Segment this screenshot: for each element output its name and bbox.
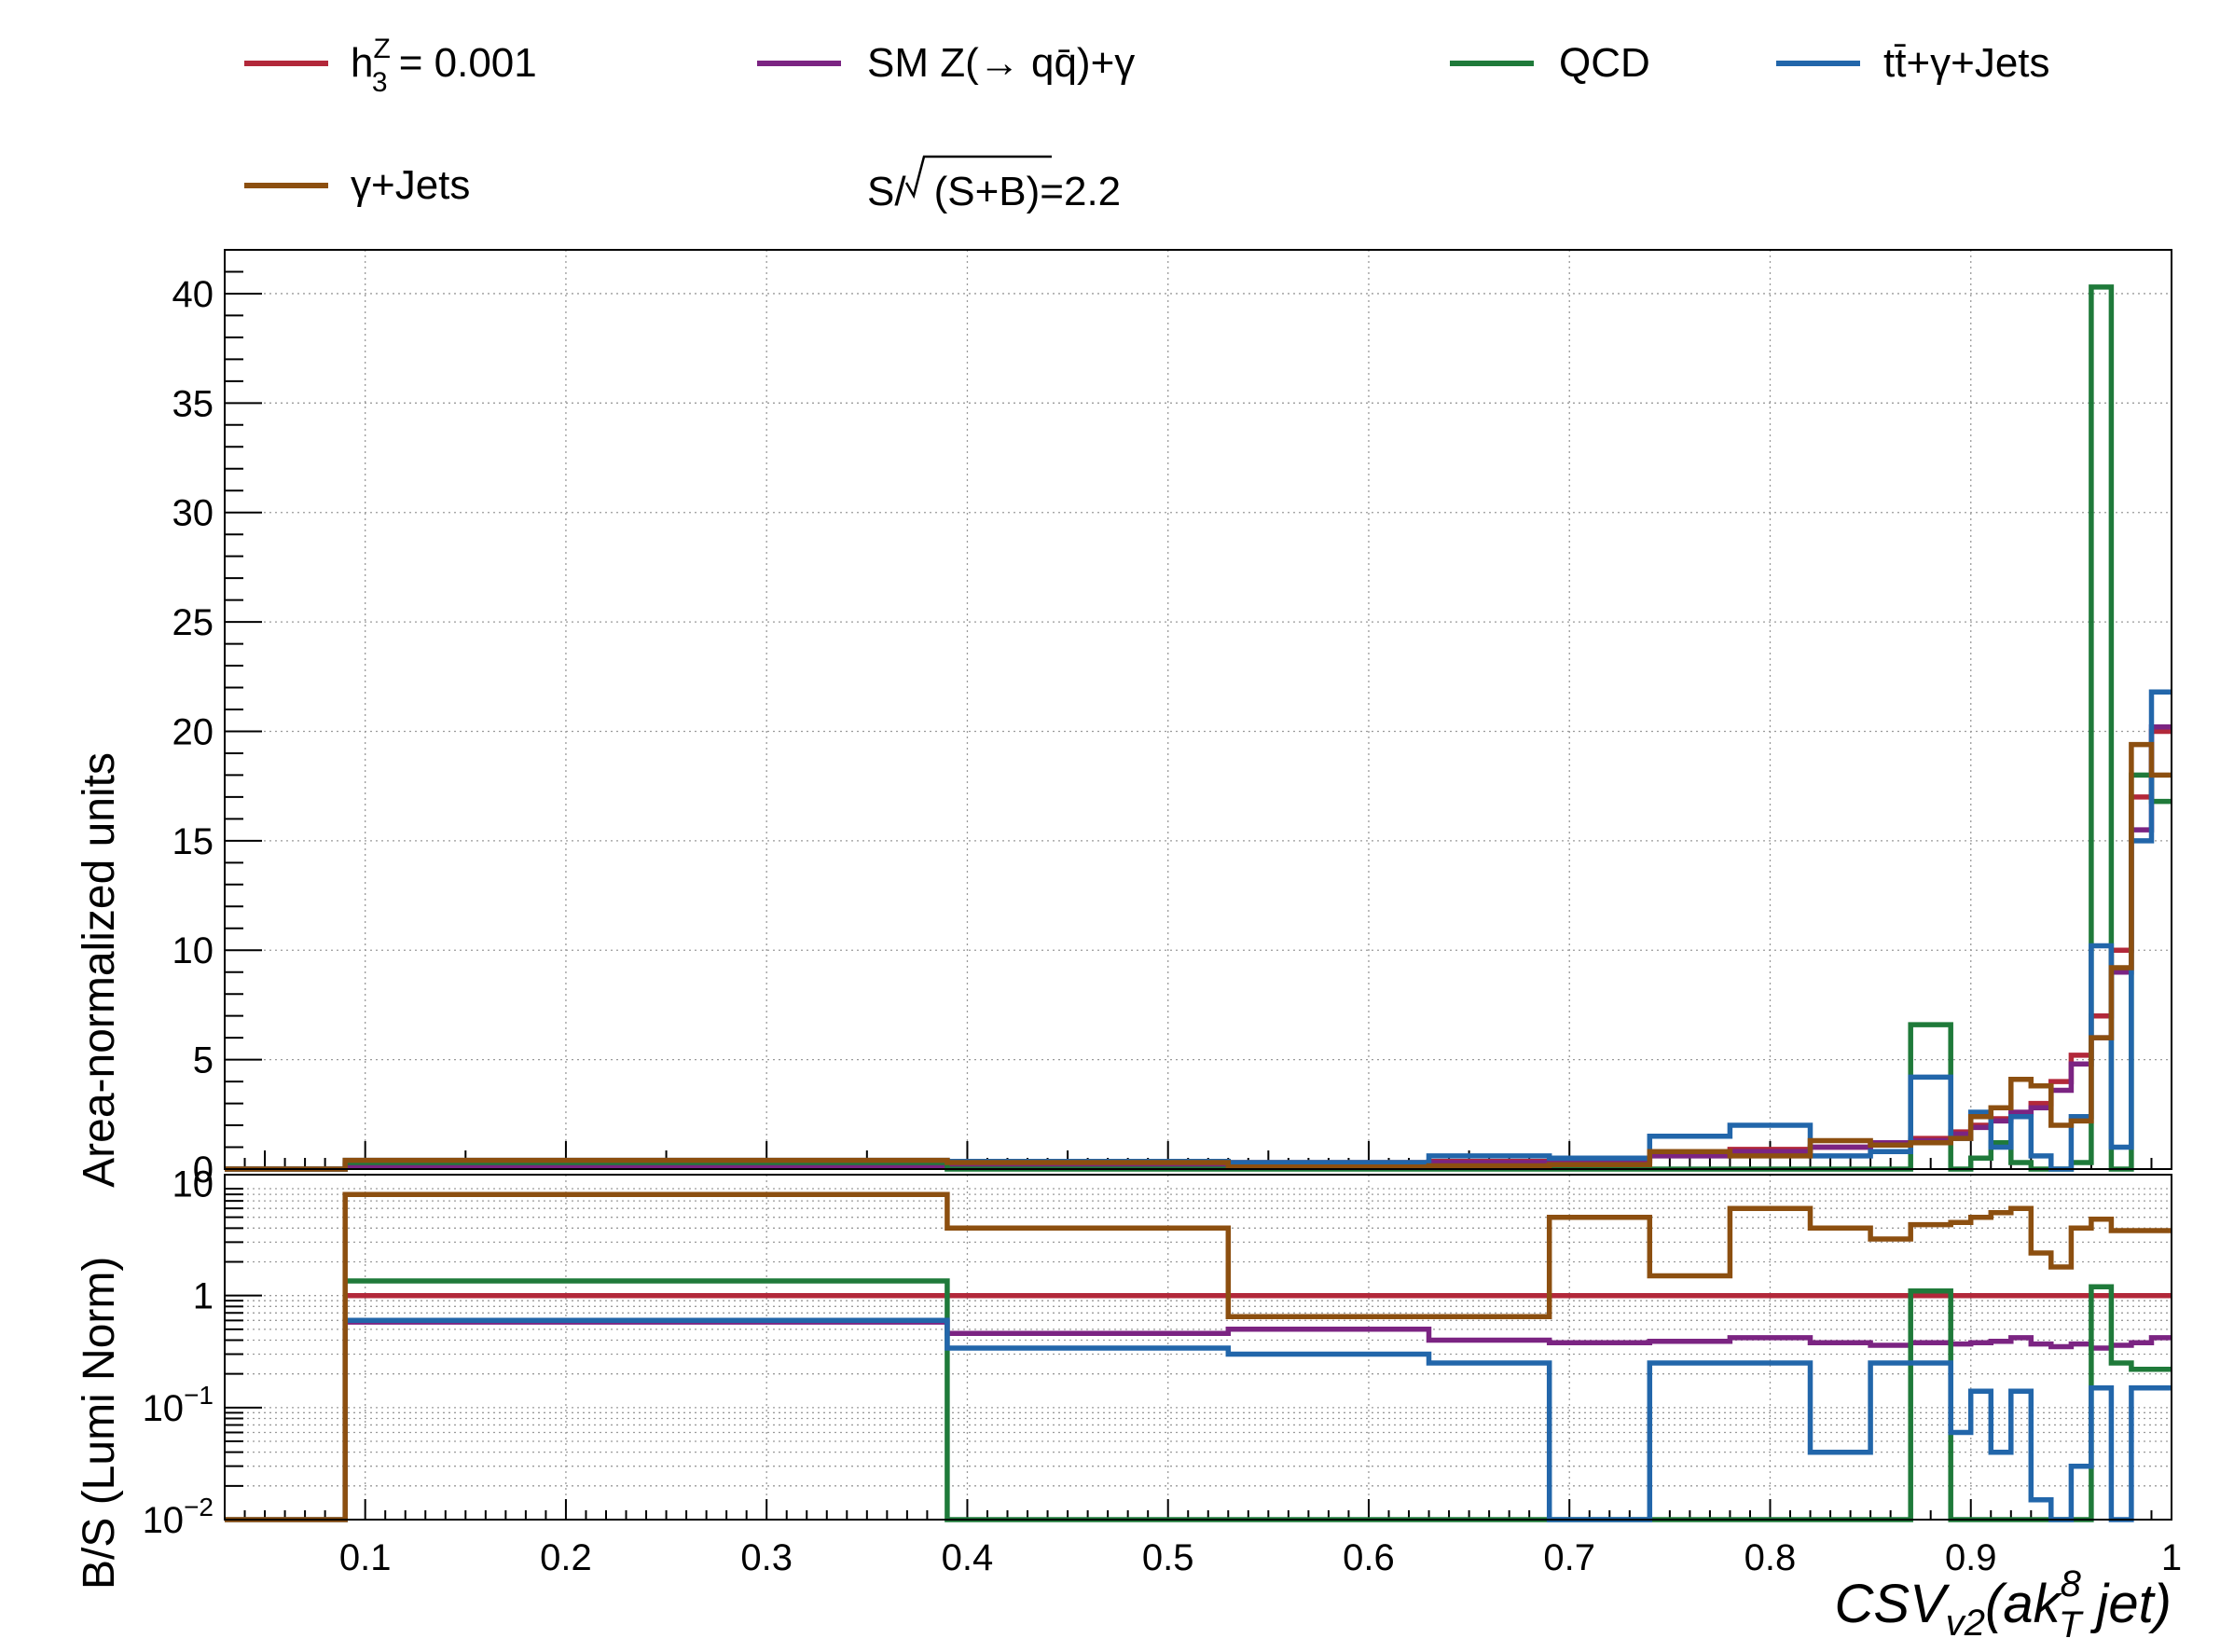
ratio-y-tick-labels: 10 1 10−1 10−2 (143, 1164, 214, 1541)
significance-label: S/(S+B)=2.2 (867, 155, 1121, 214)
ratio-x-tick-labels: 0.1 0.2 0.3 0.4 0.5 0.6 0.7 0.8 0.9 1 (339, 1537, 2182, 1578)
main-y-tick-label-25: 25 (172, 602, 214, 643)
ratio-series-gj (225, 1191, 2172, 1522)
main-y-tick-label-20: 20 (172, 711, 214, 752)
x-tick-label-0.7: 0.7 (1543, 1537, 1595, 1578)
legend-label-qcd: QCD (1559, 40, 1650, 86)
x-tick-label-0.3: 0.3 (740, 1537, 793, 1578)
main-y-axis-title: Area-normalized units (75, 752, 124, 1188)
legend-entry-tt: tt̄+γ+Jets (1776, 40, 2050, 86)
ratio-y-tick-label: 10−2 (143, 1493, 214, 1541)
legend-entry-h3z: hZ 3 = 0.001 (244, 34, 537, 98)
ratio-panel: 10 1 10−1 10−2 0.1 0.2 0.3 0.4 0.5 0.6 0.7 0.8 0.9 1… (75, 1164, 2182, 1645)
legend-entry-gj: γ+Jets (244, 162, 470, 208)
main-series-sm (225, 724, 2172, 1172)
main-y-tick-label-35: 35 (172, 383, 214, 424)
x-tick-label-0.1: 0.1 (339, 1537, 392, 1578)
legend-label-gj: γ+Jets (351, 162, 470, 208)
x-tick-label-0.6: 0.6 (1343, 1537, 1395, 1578)
main-y-tick-label-15: 15 (172, 821, 214, 862)
ratio-series-sm (345, 1319, 2172, 1351)
x-tick-label-0.9: 0.9 (1945, 1537, 1997, 1578)
main-y-tick-label-40: 40 (172, 274, 214, 315)
main-grid (225, 250, 2172, 1170)
main-y-tick-label-5: 5 (193, 1040, 214, 1081)
ratio-y-axis-title: B/S (Lumi Norm) (75, 1257, 124, 1590)
main-y-tick-label-0: 0 (193, 1150, 214, 1191)
ratio-ticks (225, 1188, 2172, 1521)
x-tick-label-0.8: 0.8 (1744, 1537, 1797, 1578)
legend-label-h3z: hZ 3 = 0.001 (351, 34, 537, 98)
legend: hZ 3 = 0.001 SM Z(→ qq̄)+γ QCD tt̄+γ+Jets… (244, 34, 2050, 214)
svg-text:S/(S+B)=2.2: S/(S+B)=2.2 (867, 169, 1121, 214)
main-series-tt (225, 689, 2172, 1172)
sqrt-sign (904, 155, 1052, 200)
main-y-tick-labels: 0 5 10 15 20 25 30 35 40 (172, 274, 214, 1191)
main-panel: 0 5 10 15 20 25 30 35 40 Area-normalized units (75, 249, 2172, 1191)
legend-entry-sm: SM Z(→ qq̄)+γ (757, 40, 1135, 86)
legend-label-sm: SM Z(→ qq̄)+γ (867, 40, 1135, 86)
ratio-frame (224, 1174, 2172, 1521)
main-series (225, 284, 2172, 1172)
ratio-y-tick-label: 10 (172, 1164, 214, 1205)
x-tick-label-0.4: 0.4 (942, 1537, 994, 1578)
x-tick-label-0.2: 0.2 (540, 1537, 592, 1578)
ratio-y-tick-label: 1 (193, 1276, 214, 1317)
main-frame (224, 249, 2172, 1170)
main-ticks (225, 249, 2172, 1170)
main-y-tick-label-10: 10 (172, 930, 214, 971)
main-series-qcd (225, 284, 2172, 1172)
ratio-series (225, 1191, 2172, 1522)
main-series-gj (225, 741, 2172, 1172)
ratio-series-tt (225, 1317, 2172, 1522)
ratio-grid (225, 1175, 2172, 1521)
x-axis-title: CSVv2(ak8 T jet) (1835, 1563, 2172, 1645)
ratio-y-tick-label: 10−1 (143, 1381, 214, 1429)
x-tick-label-1: 1 (2161, 1537, 2182, 1578)
legend-label-tt: tt̄+γ+Jets (1883, 40, 2050, 86)
legend-entry-qcd: QCD (1450, 40, 1650, 86)
x-tick-label-0.5: 0.5 (1142, 1537, 1194, 1578)
main-y-tick-label-30: 30 (172, 493, 214, 534)
